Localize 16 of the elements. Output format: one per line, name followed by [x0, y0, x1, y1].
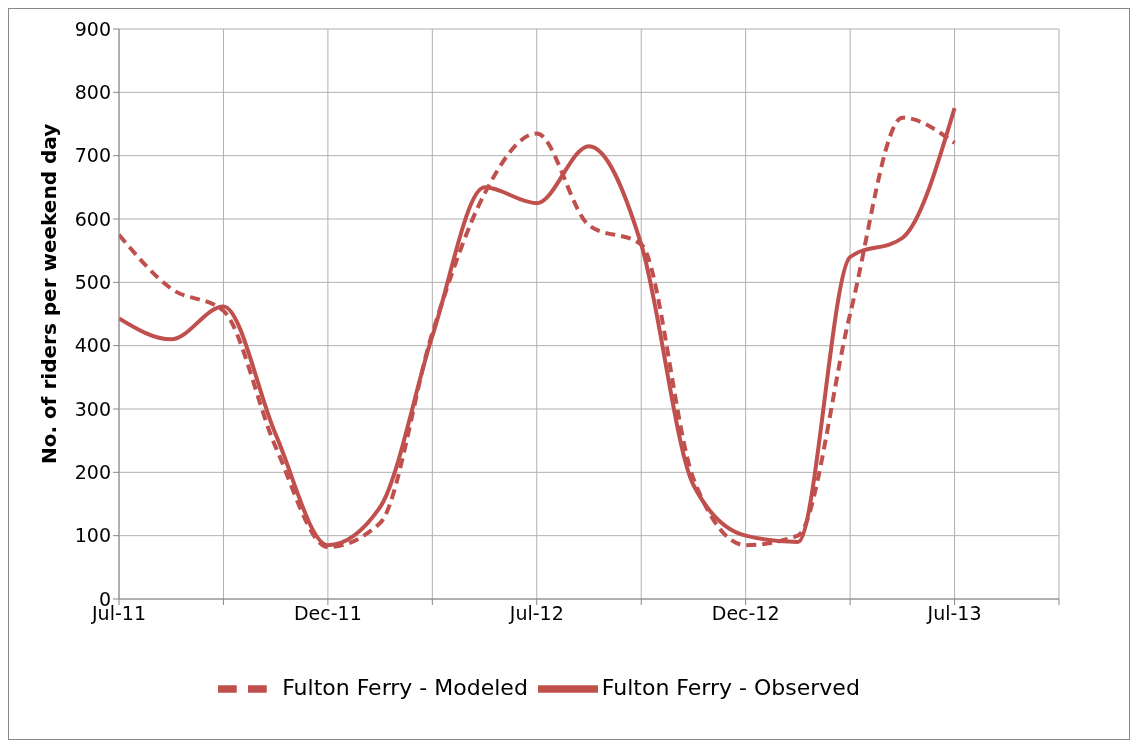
x-tick-label: Jul-13 [926, 602, 982, 625]
y-tick-label: 100 [74, 524, 111, 547]
y-tick-label: 500 [74, 271, 111, 294]
y-tick-label: 600 [74, 207, 111, 230]
y-tick-label: 200 [74, 461, 111, 484]
y-tick-label: 800 [74, 81, 111, 104]
y-tick-label: 400 [74, 334, 111, 357]
y-axis-title: No. of riders per weekend day [37, 123, 62, 464]
y-tick-label: 900 [74, 17, 111, 40]
legend-label: Fulton Ferry - Modeled [282, 675, 528, 700]
y-tick-label: 700 [74, 144, 111, 167]
x-tick-label: Dec-12 [711, 602, 780, 625]
x-tick-label: Dec-11 [293, 602, 362, 625]
legend-label: Fulton Ferry - Observed [601, 675, 860, 700]
x-tick-label: Jul-12 [508, 602, 564, 625]
y-tick-label: 300 [74, 397, 111, 420]
